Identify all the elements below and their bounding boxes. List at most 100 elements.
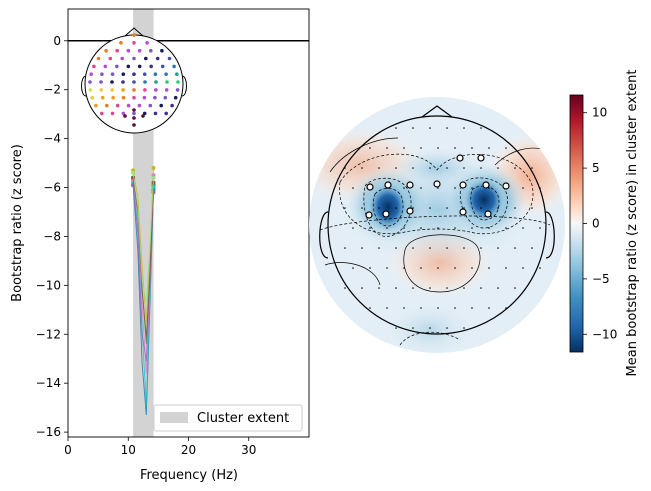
topo-sensor-dot	[446, 247, 448, 249]
significant-sensor-marker	[382, 210, 390, 218]
topomap-right-ear	[545, 211, 555, 259]
topo-sensor-dot	[412, 247, 414, 249]
topomap-sensor-dots	[344, 127, 541, 329]
sensor-dot	[132, 88, 136, 92]
topo-sensor-dot	[505, 227, 507, 229]
topo-sensor-dot	[488, 267, 490, 269]
significant-sensor-markers	[365, 154, 510, 219]
sensor-dot	[96, 56, 101, 61]
significant-sensor-marker	[406, 207, 414, 215]
sensor-dot	[164, 72, 168, 76]
topo-sensor-dot	[463, 127, 465, 129]
colorbar-tick-label: 10	[592, 106, 607, 120]
topo-sensor-dot	[386, 267, 388, 269]
axis-ticks: 0 10 20 30 0 −2 −4 −6 −8 −10 −12 −14 −16	[36, 34, 257, 457]
topo-sensor-dot	[352, 187, 354, 189]
y-tick-label: −12	[36, 327, 61, 341]
y-tick-label: −10	[36, 278, 61, 292]
spectrum-panel: 0 10 20 30 0 −2 −4 −6 −8 −10 −12 −14 −16 Cluster ext…	[10, 8, 310, 483]
topo-sensor-dot	[386, 307, 388, 309]
topo-sensor-dot	[437, 307, 439, 309]
topo-sensor-dot	[471, 267, 473, 269]
sensor-dot	[111, 95, 115, 100]
topo-sensor-dot	[344, 247, 346, 249]
topo-sensor-dot	[378, 287, 380, 289]
sensor-dot	[176, 80, 180, 84]
topo-sensor-dot	[403, 147, 405, 149]
sensor-dot	[148, 103, 153, 108]
topo-sensor-dot	[488, 307, 490, 309]
sensor-dot	[142, 111, 147, 116]
sensor-dot	[88, 88, 93, 92]
y-tick-label: −14	[36, 376, 61, 390]
topo-sensor-dot	[497, 247, 499, 249]
topo-sensor-dot	[463, 327, 465, 329]
sensor-dot	[159, 103, 163, 108]
topomap-left-ear	[319, 211, 329, 259]
topo-sensor-dot	[480, 207, 482, 209]
series-end-point-7	[151, 175, 156, 180]
sensor-dot	[165, 80, 169, 84]
topo-sensor-dot	[429, 327, 431, 329]
topo-sensor-dot	[522, 227, 524, 229]
topo-sensor-dot	[488, 147, 490, 149]
colorbar-tick-label: 5	[592, 161, 600, 175]
sensor-dot	[110, 80, 114, 84]
topo-sensor-dot	[420, 187, 422, 189]
sensor-dots	[88, 33, 180, 127]
sensor-dot	[126, 103, 131, 108]
sensor-dot	[132, 111, 136, 116]
topo-sensor-dot	[514, 167, 516, 169]
topo-sensor-dot	[446, 207, 448, 209]
significant-sensor-marker	[459, 181, 467, 189]
sensor-dot	[108, 56, 113, 61]
topo-sensor-dot	[395, 167, 397, 169]
topo-sensor-dot	[420, 267, 422, 269]
y-axis-label: Bootstrap ratio (z score)	[10, 144, 25, 302]
significant-sensor-marker	[456, 154, 464, 162]
series-layer	[131, 165, 156, 416]
sensor-dot	[172, 64, 176, 69]
sensor-dot	[115, 64, 119, 69]
contour-lines	[319, 137, 551, 346]
topo-sensor-dot	[386, 147, 388, 149]
legend-box	[153, 404, 303, 432]
sensor-dot	[153, 95, 157, 100]
sensor-dot	[164, 88, 169, 92]
significant-sensor-marker	[406, 181, 414, 189]
sensor-dot	[132, 56, 136, 61]
topo-sensor-dot	[471, 147, 473, 149]
sensor-dot	[153, 111, 158, 116]
significant-sensor-marker	[502, 182, 510, 190]
legend: Cluster extent	[153, 404, 303, 432]
sensor-dot	[99, 80, 103, 84]
sensor-dot	[143, 88, 147, 92]
significant-sensor-marker	[477, 154, 485, 162]
sensor-dot	[175, 72, 179, 76]
sensor-dot	[110, 72, 115, 76]
topo-sensor-dot	[454, 307, 456, 309]
sensor-dot	[137, 48, 142, 53]
topo-sensor-dot	[471, 307, 473, 309]
topo-sensor-dot	[378, 167, 380, 169]
topo-sensor-dot	[454, 267, 456, 269]
topo-sensor-dot	[352, 267, 354, 269]
sensor-dot	[153, 72, 158, 76]
topo-sensor-dot	[429, 207, 431, 209]
sensor-dot	[154, 88, 158, 92]
topo-sensor-dot	[522, 267, 524, 269]
topo-sensor-dot	[395, 287, 397, 289]
sensor-dot	[160, 48, 164, 53]
significant-sensor-marker	[482, 181, 490, 189]
topo-sensor-dot	[420, 147, 422, 149]
x-tick-label: 0	[64, 443, 72, 457]
topo-sensor-dot	[480, 127, 482, 129]
topo-sensor-dot	[539, 267, 541, 269]
sensor-dot	[121, 72, 126, 76]
series-line-7	[132, 172, 155, 303]
topo-sensor-dot	[403, 227, 405, 229]
topo-sensor-dot	[412, 127, 414, 129]
sensor-dot	[88, 80, 92, 84]
sensor-dot	[167, 56, 172, 61]
sensor-dot	[110, 111, 115, 116]
